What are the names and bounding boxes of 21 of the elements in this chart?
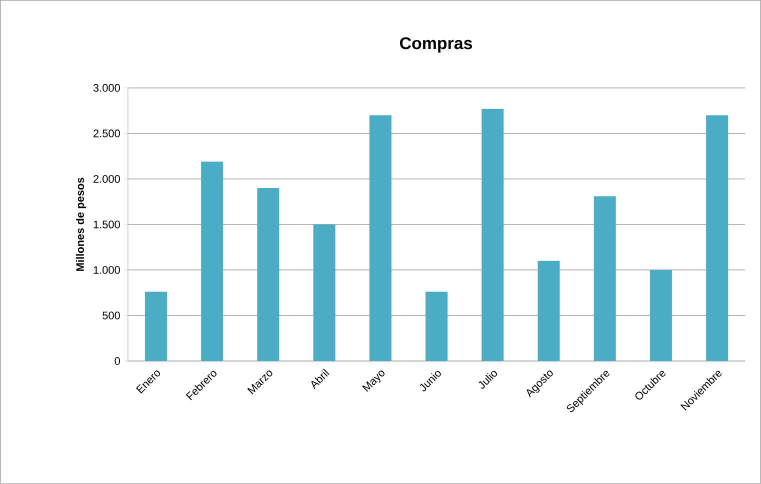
chart-title: Compras (400, 37, 472, 53)
bar (201, 162, 224, 362)
y-axis-title: Millones de pesos (76, 178, 86, 271)
bar (706, 115, 728, 362)
y-tick-label: 0 (114, 357, 120, 365)
y-tick-label: 1.000 (94, 266, 120, 274)
bar (144, 292, 167, 362)
x-tick-label: Julio (478, 370, 497, 389)
bar (482, 108, 504, 362)
y-tick-label: 2.000 (94, 175, 120, 183)
y-tick-label: 3.000 (93, 84, 120, 92)
bar (369, 115, 392, 362)
y-tick-label: 500 (102, 312, 120, 320)
bar (313, 224, 336, 362)
bar (426, 292, 448, 362)
bar (650, 270, 672, 362)
bar (538, 260, 560, 362)
bar (257, 188, 280, 362)
y-tick-label: 1.500 (94, 220, 120, 228)
bar (594, 196, 616, 362)
y-tick-label: 2.500 (94, 130, 120, 138)
